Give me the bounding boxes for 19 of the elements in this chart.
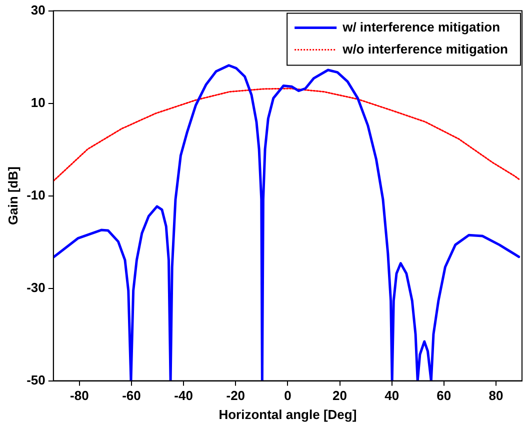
y-axis-title: Gain [dB]	[5, 166, 20, 226]
legend-label: w/o interference mitigation	[342, 41, 508, 56]
x-tick-label: -80	[70, 388, 89, 404]
x-tick-label: -60	[122, 388, 141, 404]
x-tick-label: -20	[226, 388, 246, 404]
x-tick-label: 0	[284, 388, 292, 404]
x-tick-label: 60	[436, 388, 452, 404]
x-tick-label: 20	[332, 388, 347, 404]
line-series	[53, 88, 520, 182]
x-axis-title: Horizontal angle [Deg]	[218, 406, 357, 422]
x-tick-label: 80	[488, 388, 504, 404]
x-tick-label: -40	[174, 388, 193, 404]
y-tick-label: -50	[26, 372, 46, 388]
y-tick-label: -30	[26, 280, 46, 295]
legend-label: w/ interference mitigation	[342, 19, 500, 34]
x-tick-label: 40	[384, 388, 400, 404]
y-tick-label: 10	[30, 94, 46, 110]
y-tick-label: -10	[26, 187, 46, 202]
y-tick-label: 30	[30, 2, 46, 18]
